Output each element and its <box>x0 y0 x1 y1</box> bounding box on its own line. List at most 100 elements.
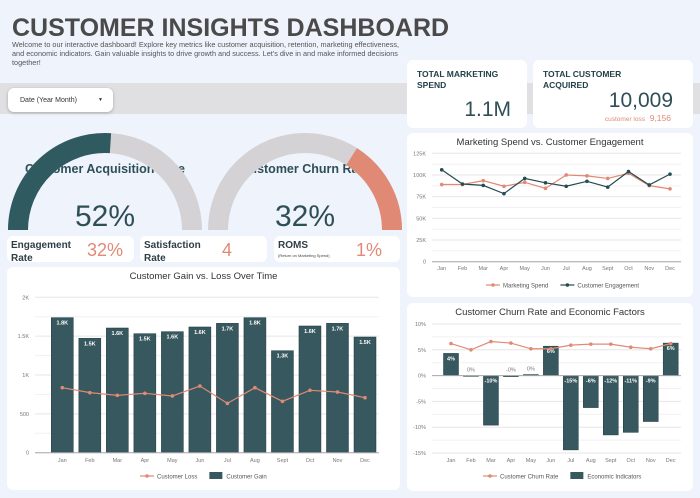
x-tick-label: Sept <box>605 458 617 464</box>
bar <box>161 331 184 453</box>
legend-swatch <box>570 472 584 479</box>
series-line <box>62 385 366 405</box>
data-point <box>335 390 340 394</box>
page-description: Welcome to our interactive dashboard! Ex… <box>12 40 400 67</box>
data-point <box>543 180 548 185</box>
x-tick-label: Nov <box>644 266 654 272</box>
data-point <box>115 393 120 398</box>
data-point <box>648 346 653 351</box>
series-line <box>450 340 671 351</box>
bar-label: 0% <box>467 368 475 374</box>
gauge-value: 32% <box>274 200 336 233</box>
bar <box>216 323 239 453</box>
bar <box>106 327 129 453</box>
x-tick-label: Aug <box>250 458 260 464</box>
y-tick-label: 1K <box>22 373 29 379</box>
bar <box>51 317 74 453</box>
x-tick-label: Jun <box>541 266 550 272</box>
data-point <box>198 384 202 388</box>
x-tick-label: May <box>520 266 531 272</box>
data-point <box>502 184 506 189</box>
x-tick-label: Feb <box>85 458 94 464</box>
y-tick-label: 25K <box>416 238 426 244</box>
y-tick-label: 125K <box>413 151 426 157</box>
x-tick-label: Mar <box>113 458 123 464</box>
x-tick-label: Nov <box>646 458 656 464</box>
data-point <box>608 342 613 346</box>
metric-label: ROMS <box>278 240 308 251</box>
legend-swatch <box>488 474 492 478</box>
x-tick-label: Jan <box>437 266 446 272</box>
bar <box>353 336 377 453</box>
data-point <box>363 395 367 400</box>
x-tick-label: Aug <box>586 458 596 464</box>
gauge-value: 52% <box>74 200 136 233</box>
metric-roms: ROMS (Return on Marketing Spend) 1% <box>274 236 400 262</box>
x-tick-label: Dec <box>360 458 370 464</box>
y-tick-label: 0% <box>418 374 426 380</box>
date-filter-dropdown[interactable]: Date (Year Month) ▼ <box>8 88 113 112</box>
kpi-label: TOTAL MARKETING SPEND <box>417 69 499 90</box>
bar-label: 1.6K <box>304 329 316 335</box>
data-point <box>460 182 465 186</box>
y-tick-label: -10% <box>413 425 426 431</box>
kpi-customers-acquired: TOTAL CUSTOMER ACQUIRED 10,009 customer … <box>533 60 693 128</box>
bar-label: 1.5K <box>84 341 96 347</box>
data-point <box>569 343 573 347</box>
date-filter-label: Date (Year Month) <box>20 96 77 104</box>
bar-label: -10% <box>485 379 498 385</box>
x-tick-label: Apr <box>141 458 150 464</box>
series-line <box>441 169 671 195</box>
gauge-label: Customer Acquisition Rate <box>25 162 185 176</box>
bar-label: 1.6K <box>167 335 179 341</box>
y-tick-label: 0 <box>26 451 29 457</box>
data-point <box>605 176 610 181</box>
x-tick-label: May <box>167 458 178 464</box>
bar-label: -15% <box>564 379 577 385</box>
x-tick-label: Jul <box>567 458 574 464</box>
bar <box>326 323 349 453</box>
gauge-fill <box>345 148 402 231</box>
data-point <box>529 346 533 351</box>
data-point <box>589 342 593 346</box>
y-tick-label: -15% <box>413 451 426 457</box>
data-point <box>549 346 553 351</box>
bar-label: 1.7K <box>332 326 344 332</box>
data-point <box>88 390 92 395</box>
bar-label: -12% <box>604 379 617 385</box>
bar-label: 1.6K <box>194 330 206 336</box>
x-tick-label: Jan <box>58 458 67 464</box>
data-point <box>522 176 527 181</box>
bar-label: 4% <box>447 356 455 362</box>
caret-down-icon: ▼ <box>98 97 103 103</box>
chart-title: Customer Gain vs. Loss Over Time <box>129 271 278 282</box>
legend-swatch <box>565 283 570 287</box>
metric-label: Engagement Rate <box>11 240 72 264</box>
x-tick-label: Jun <box>546 458 555 464</box>
data-point <box>585 174 589 178</box>
bar-label: 1.8K <box>56 321 68 327</box>
bar <box>78 338 102 453</box>
bar-label: 6% <box>667 346 675 352</box>
data-point <box>585 179 589 184</box>
legend-label: Customer Churn Rate <box>500 474 559 480</box>
data-point <box>481 183 486 188</box>
chart-title: Marketing Spend vs. Customer Engagement <box>456 137 644 148</box>
legend-swatch <box>209 472 223 479</box>
bar-label: 1.6K <box>112 331 124 337</box>
y-tick-label: 75K <box>416 195 426 201</box>
metric-value: 4 <box>222 240 233 260</box>
x-tick-label: Jun <box>195 458 204 464</box>
legend-label: Customer Loss <box>157 474 197 480</box>
x-tick-label: Oct <box>624 266 633 272</box>
bar-label: 1.3K <box>277 354 289 360</box>
series-line <box>441 172 671 190</box>
bar-label: 0% <box>527 367 535 373</box>
metric-value: 32% <box>87 240 124 260</box>
x-tick-label: Feb <box>466 458 475 464</box>
customer-loss-value: 9,156 <box>649 113 671 123</box>
x-tick-label: Apr <box>507 458 516 464</box>
x-tick-label: Apr <box>500 266 509 272</box>
data-point <box>509 341 513 345</box>
y-tick-label: 100K <box>413 173 426 179</box>
